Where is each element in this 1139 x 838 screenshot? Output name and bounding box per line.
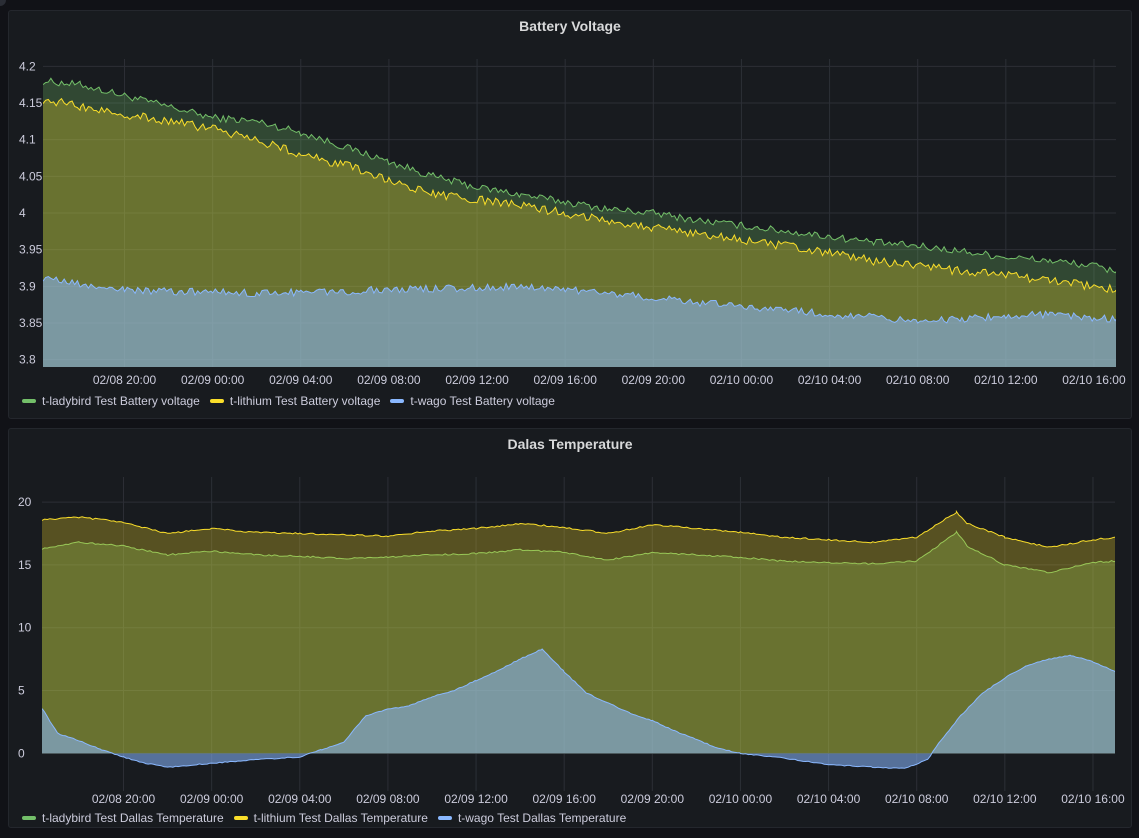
legend-swatch-lithium (209, 399, 224, 403)
x-tick-label: 02/10 12:00 (974, 373, 1038, 387)
series-area-lithium (42, 511, 1115, 754)
series-line-lithium (42, 509, 1115, 548)
panel-title: Battery Voltage (519, 18, 621, 34)
battery-voltage-legend: t-ladybird Test Battery voltage t-lithiu… (22, 394, 555, 408)
x-tick-label: 02/09 20:00 (621, 792, 685, 806)
legend-item-wago[interactable]: t-wago Test Dallas Temperature (437, 811, 627, 825)
legend-item-ladybird[interactable]: t-ladybird Test Battery voltage (22, 394, 200, 408)
legend-item-wago[interactable]: t-wago Test Battery voltage (390, 394, 555, 408)
y-tick-label: 0 (18, 746, 25, 760)
x-tick-label: 02/10 16:00 (1062, 373, 1126, 387)
y-tick-label: 20 (18, 495, 32, 509)
y-tick-label: 4.2 (19, 59, 36, 73)
legend-swatch-wago (390, 399, 405, 403)
legend-swatch-ladybird (22, 816, 36, 820)
x-tick-label: 02/09 08:00 (356, 792, 420, 806)
dallas-temperature-chart[interactable]: 0 5 10 15 20 02/08 20:00 02/09 00:00 02/09 04:0… (9, 429, 1133, 838)
dallas-temperature-legend: t-ladybird Test Dallas Temperature t-lit… (22, 811, 626, 825)
x-tick-label: 02/09 08:00 (357, 373, 421, 387)
legend-label: t-lithium Test Battery voltage (229, 394, 381, 408)
legend-swatch-wago (437, 816, 452, 820)
x-tick-label: 02/08 20:00 (92, 792, 156, 806)
series-line-ladybird (43, 77, 1116, 274)
x-tick-label: 02/09 00:00 (181, 373, 245, 387)
x-tick-label: 02/10 04:00 (798, 373, 862, 387)
x-tick-label: 02/10 00:00 (710, 373, 774, 387)
x-tick-label: 02/09 12:00 (444, 792, 508, 806)
series-line-ladybird (42, 529, 1115, 574)
y-tick-label: 4.1 (19, 133, 36, 147)
y-tick-label: 3.85 (19, 316, 43, 330)
x-tick-label: 02/09 12:00 (445, 373, 509, 387)
series-area-wago (43, 276, 1116, 367)
legend-label: t-ladybird Test Battery voltage (42, 394, 200, 408)
series-line-lithium (43, 97, 1116, 293)
x-tick-label: 02/09 04:00 (269, 373, 333, 387)
legend-swatch-ladybird (22, 399, 36, 403)
y-tick-label: 5 (18, 684, 25, 698)
series-group (43, 77, 1116, 367)
dallas-temperature-panel: Dalas Temperature 0 5 10 15 20 02/08 20:00 02/… (8, 428, 1132, 828)
series-line-wago (43, 275, 1116, 324)
y-tick-label: 3.9 (19, 279, 36, 293)
y-tick-label: 3.95 (19, 243, 43, 257)
series-area-ladybird (42, 531, 1115, 754)
window-corner-ornament (0, 0, 6, 6)
x-tick-label: 02/10 00:00 (709, 792, 773, 806)
x-tick-label: 02/10 04:00 (797, 792, 861, 806)
x-tick-label: 02/09 16:00 (532, 792, 596, 806)
y-tick-label: 4.05 (19, 169, 43, 183)
x-tick-label: 02/09 16:00 (533, 373, 597, 387)
series-area-wago (42, 649, 1115, 769)
x-tick-label: 02/09 04:00 (268, 792, 332, 806)
legend-item-lithium[interactable]: t-lithium Test Battery voltage (209, 394, 381, 408)
legend-item-lithium[interactable]: t-lithium Test Dallas Temperature (233, 811, 428, 825)
x-tick-label: 02/10 12:00 (973, 792, 1037, 806)
y-tick-label: 3.8 (19, 353, 36, 367)
x-tick-label: 02/09 00:00 (180, 792, 244, 806)
x-tick-label: 02/08 20:00 (93, 373, 157, 387)
legend-label: t-wago Test Battery voltage (410, 394, 555, 408)
series-line-wago (42, 648, 1115, 769)
x-tick-label: 02/10 08:00 (886, 373, 950, 387)
battery-voltage-chart[interactable]: 3.8 3.85 3.9 3.95 4 4.05 4.1 4.15 4.2 02/08 20:00… (9, 11, 1133, 420)
battery-voltage-panel: Battery Voltage 3.8 3.85 3.9 3.95 4 4.05 4.1 4.… (8, 10, 1132, 419)
y-tick-label: 15 (18, 558, 32, 572)
x-tick-label: 02/10 16:00 (1061, 792, 1125, 806)
y-tick-label: 4.15 (19, 96, 43, 110)
x-tick-label: 02/09 20:00 (622, 373, 686, 387)
legend-label: t-ladybird Test Dallas Temperature (42, 811, 224, 825)
panel-title: Dalas Temperature (507, 436, 633, 452)
legend-label: t-lithium Test Dallas Temperature (253, 811, 428, 825)
y-tick-label: 10 (18, 621, 32, 635)
legend-item-ladybird[interactable]: t-ladybird Test Dallas Temperature (22, 811, 224, 825)
series-group (42, 509, 1115, 769)
x-tick-label: 02/10 08:00 (885, 792, 949, 806)
legend-swatch-lithium (233, 816, 248, 820)
y-tick-label: 4 (19, 206, 26, 220)
legend-label: t-wago Test Dallas Temperature (457, 811, 627, 825)
